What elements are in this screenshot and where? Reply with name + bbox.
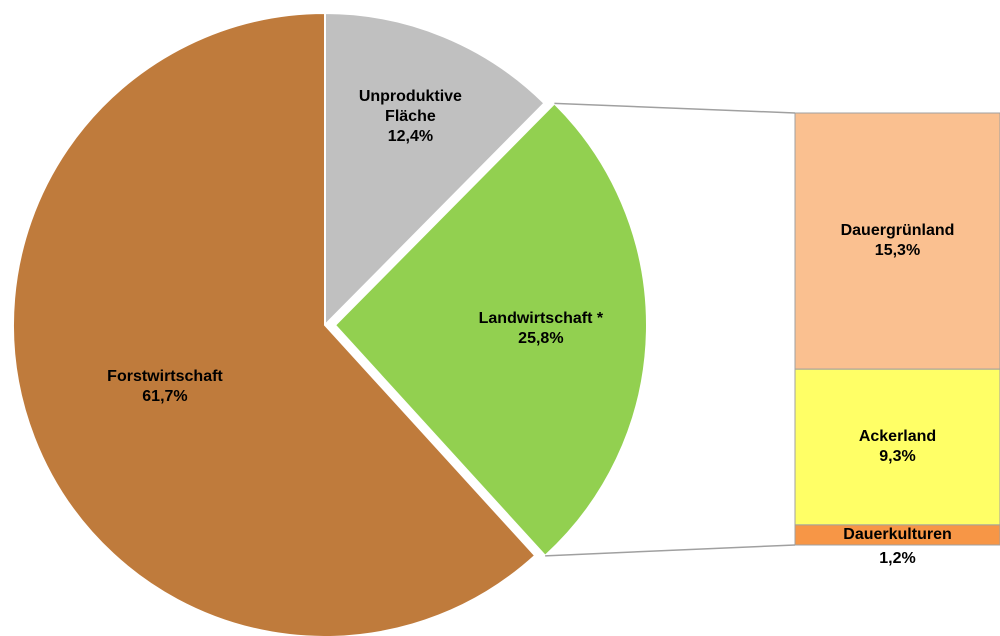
pie-slice <box>324 11 546 328</box>
label-line: 15,3% <box>874 242 921 260</box>
label-line: 25,8% <box>518 330 564 348</box>
label-line: 9,3% <box>879 448 916 466</box>
pie-slice <box>12 11 537 636</box>
bar-segment <box>794 524 1000 546</box>
slice-label: Unproduktive Fläche 12,4% <box>335 87 485 147</box>
label-line: 1,2% <box>879 550 916 567</box>
segment-label: Ackerland 9,3% <box>859 427 936 467</box>
slice-label: Forstwirtschaft 61,7% <box>107 367 223 407</box>
segment-value: 1,2% <box>879 549 915 569</box>
label-line: Forstwirtschaft <box>107 367 223 385</box>
label-line: Dauerkulturen <box>843 525 952 543</box>
connector <box>545 544 796 557</box>
slice-label: Landwirtschaft * 25,8% <box>479 309 603 349</box>
label-line: Dauergrünland <box>840 222 955 240</box>
label-line: Landwirtschaft * <box>478 310 604 328</box>
label-line: Unproduktive Fläche <box>358 88 462 126</box>
segment-label: Dauergrünland 15,3% <box>841 221 955 261</box>
label-line: 12,4% <box>387 128 434 146</box>
label-line: Ackerland <box>858 428 937 446</box>
pie-slice <box>333 101 648 558</box>
label-line: 61,7% <box>142 387 188 405</box>
bar-segment <box>794 368 1000 526</box>
segment-label: Dauerkulturen <box>843 525 951 545</box>
connector <box>554 102 796 114</box>
